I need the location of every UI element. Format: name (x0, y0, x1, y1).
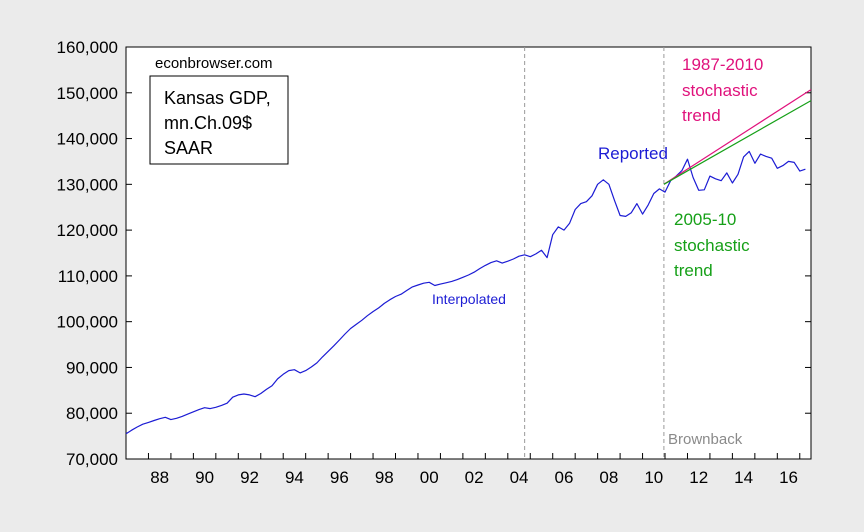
x-axis: 88 90 92 94 96 98 00 02 04 06 08 10 12 14 16 (125, 453, 801, 487)
y-tick-label: 70,000 (66, 450, 118, 469)
trend-2005-label-line-2: stochastic (674, 236, 750, 255)
y-tick-label: 150,000 (57, 84, 118, 103)
x-tick-label: 88 (150, 468, 169, 487)
y-tick-label: 130,000 (57, 175, 118, 194)
interpolated-label: Interpolated (432, 291, 506, 307)
series-lines (125, 89, 812, 435)
chart-title-line-2: mn.Ch.09$ (164, 113, 252, 133)
y-tick-label: 160,000 (57, 38, 118, 57)
x-tick-label: 04 (510, 468, 529, 487)
vertical-reference-lines (524, 47, 665, 459)
x-tick-label: 00 (420, 468, 439, 487)
y-axis: 70,000 80,000 90,000 100,000 110,000 120,000 1… (57, 38, 811, 469)
x-tick-label: 12 (689, 468, 708, 487)
y-tick-label: 120,000 (57, 221, 118, 240)
x-tick-label: 02 (465, 468, 484, 487)
x-tick-label: 92 (240, 468, 259, 487)
trend-2005-label-line-3: trend (674, 261, 713, 280)
x-tick-label: 16 (779, 468, 798, 487)
series-line-2 (663, 100, 812, 185)
x-tick-label: 96 (330, 468, 349, 487)
y-tick-label: 100,000 (57, 313, 118, 332)
x-tick-label: 90 (195, 468, 214, 487)
x-tick-label: 94 (285, 468, 304, 487)
x-tick-label: 10 (644, 468, 663, 487)
trend-2005-label-line-1: 2005-10 (674, 210, 736, 229)
series-line-1 (663, 89, 812, 185)
trend-1987-label-line-1: 1987-2010 (682, 55, 763, 74)
y-tick-label: 110,000 (58, 267, 118, 286)
chart-title-box (149, 75, 289, 165)
chart-title-line-1: Kansas GDP, (164, 88, 271, 108)
x-tick-label: 98 (375, 468, 394, 487)
trend-1987-label-line-3: trend (682, 106, 721, 125)
chart-title-line-3: SAAR (164, 138, 213, 158)
x-tick-label: 14 (734, 468, 753, 487)
series-line-0 (125, 150, 806, 435)
x-tick-label: 08 (599, 468, 618, 487)
y-tick-label: 80,000 (66, 404, 118, 423)
trend-1987-label-line-2: stochastic (682, 81, 758, 100)
reported-label: Reported (598, 144, 668, 163)
y-tick-label: 140,000 (57, 130, 118, 149)
brownback-label: Brownback (668, 431, 743, 448)
x-tick-label: 06 (554, 468, 573, 487)
y-tick-label: 90,000 (66, 358, 118, 377)
source-label: econbrowser.com (155, 55, 273, 72)
